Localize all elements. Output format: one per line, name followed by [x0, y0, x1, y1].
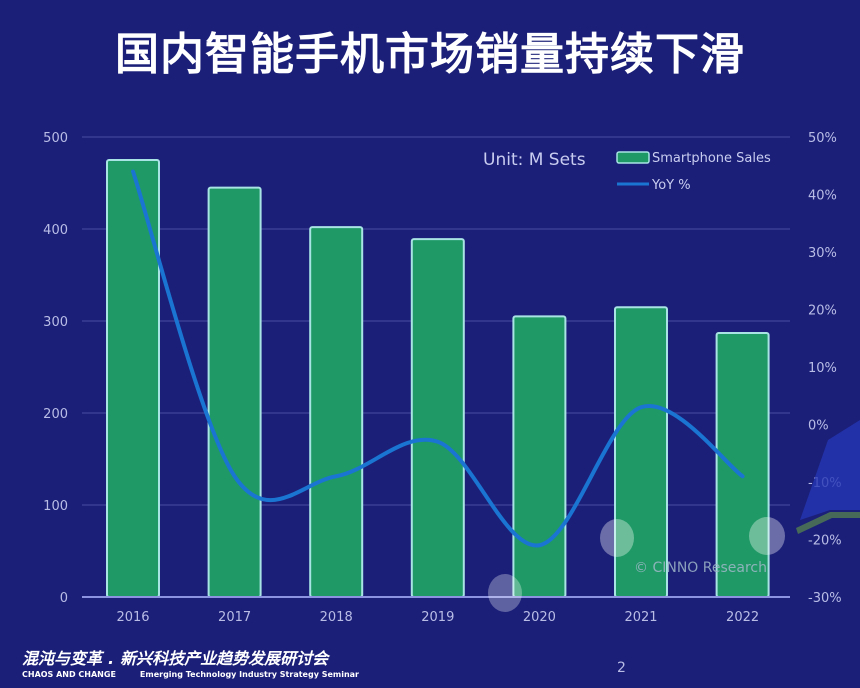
yoy-point-2018 [335, 475, 337, 477]
x-tick-label: 2016 [116, 610, 149, 625]
bar-series [106, 159, 770, 598]
footer: 混沌与变革. 新兴科技产业趋势发展研讨会 CHAOS AND CHANGE Emer… [22, 645, 359, 679]
footer-cn-right: 新兴科技产业趋势发展研讨会 [120, 649, 329, 668]
right-tick-label: 40% [808, 189, 837, 204]
decorative-glows [488, 420, 860, 612]
bar-2019 [410, 238, 465, 598]
watermark: © CINNO Research [634, 560, 767, 576]
legend: Smartphone Sales YoY % [616, 151, 771, 193]
footer-cn-left: 混沌与变革 [22, 649, 103, 668]
legend-label-yoy: YoY % [651, 178, 691, 193]
left-tick-label: 300 [43, 315, 68, 330]
yoy-point-2017 [234, 475, 236, 477]
legend-label-sales: Smartphone Sales [652, 151, 771, 166]
right-axis-ticks: -30%-20%-10%0%10%20%30%40%50% [808, 131, 842, 606]
footer-en-left: CHAOS AND CHANGE [22, 670, 116, 679]
yoy-point-2022 [742, 475, 744, 477]
right-tick-label: -20% [808, 534, 842, 549]
footer-en: CHAOS AND CHANGE Emerging Technology Indu… [22, 670, 359, 679]
x-tick-label: 2018 [320, 610, 353, 625]
yoy-point-2019 [437, 441, 439, 443]
yoy-point-2020 [538, 544, 540, 546]
left-axis-ticks: 0 100 200 300 400 500 [43, 131, 68, 606]
left-tick-label: 200 [43, 407, 68, 422]
left-tick-label: 500 [43, 131, 68, 146]
slide-title: 国内智能手机市场销量持续下滑 [115, 29, 745, 80]
bar-2020 [512, 315, 567, 598]
decorative-stripe [796, 512, 860, 534]
glow-dot [600, 519, 634, 557]
bar-2017 [207, 186, 262, 598]
footer-separator: . [108, 649, 115, 668]
unit-label: Unit: M Sets [483, 150, 586, 170]
legend-swatch-bars [616, 151, 650, 164]
right-tick-label: 20% [808, 304, 837, 319]
yoy-point-2021 [640, 406, 642, 408]
decorative-shape [800, 420, 860, 520]
x-tick-label: 2017 [218, 610, 251, 625]
right-tick-label: 30% [808, 246, 837, 261]
bar-2018 [309, 226, 364, 598]
bar-2022 [715, 331, 770, 598]
right-tick-label: 50% [808, 131, 837, 146]
x-tick-label: 2022 [726, 610, 759, 625]
yoy-point-2016 [132, 171, 134, 172]
left-tick-label: 400 [43, 223, 68, 238]
page-number: 2 [617, 660, 626, 676]
left-tick-label: 100 [43, 499, 68, 514]
left-tick-label: 0 [60, 591, 68, 606]
x-axis-labels: 2016 2017 2018 2019 2020 2021 2022 [116, 610, 759, 625]
right-tick-label: 0% [808, 419, 829, 434]
x-tick-label: 2020 [523, 610, 556, 625]
footer-en-right: Emerging Technology Industry Strategy Se… [139, 670, 360, 679]
right-tick-label: -30% [808, 591, 842, 606]
right-tick-label: 10% [808, 361, 837, 376]
bar-2016 [106, 159, 160, 598]
yoy-line [131, 169, 745, 548]
glow-dot [488, 574, 522, 612]
glow-dot [749, 517, 785, 555]
x-tick-label: 2021 [624, 610, 657, 625]
x-tick-label: 2019 [421, 610, 454, 625]
footer-cn: 混沌与变革. 新兴科技产业趋势发展研讨会 [22, 645, 359, 669]
